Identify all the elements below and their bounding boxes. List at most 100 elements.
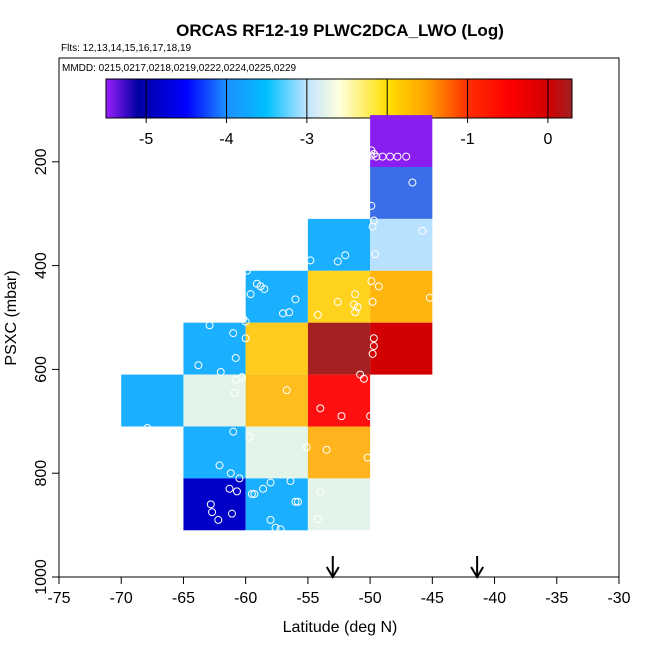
sample-point [208, 508, 217, 517]
chart-title: ORCAS RF12-19 PLWC2DCA_LWO (Log) [176, 21, 504, 40]
sample-point [425, 293, 434, 302]
heatmap-cell [245, 374, 308, 427]
colorbar-tick-label: -4 [219, 131, 233, 148]
sample-point [286, 476, 295, 485]
sample-point [366, 412, 375, 421]
sample-point [316, 404, 325, 413]
sample-point [250, 489, 259, 498]
sample-point [359, 374, 368, 383]
sample-point [225, 484, 234, 493]
sample-point [245, 432, 254, 441]
sample-point [402, 152, 411, 161]
y-tick-label: 200 [33, 148, 50, 175]
colorbar: -5-4-3-2-10 [105, 78, 573, 148]
heatmap-cells [121, 115, 433, 531]
heatmap-cell [370, 115, 433, 167]
sample-point [351, 308, 360, 317]
sample-point [368, 349, 377, 358]
sample-point [393, 152, 402, 161]
heatmap-cell [370, 166, 433, 219]
heatmap-cell [370, 270, 433, 323]
x-tick-label: -35 [545, 590, 568, 607]
sample-point [214, 515, 223, 524]
y-axis-label: PSXC (mbar) [3, 270, 20, 365]
sample-point [230, 388, 239, 397]
sample-point [231, 353, 240, 362]
sample-point [241, 334, 250, 343]
sample-point [260, 284, 269, 293]
sample-point [369, 216, 378, 225]
colorbar-bar [105, 78, 573, 119]
x-tick-label: -55 [296, 590, 319, 607]
heatmap-cell [183, 374, 246, 427]
sample-point [313, 514, 322, 523]
sample-point [242, 266, 251, 275]
sample-point [229, 329, 238, 338]
colorbar-tick-label: 0 [543, 131, 552, 148]
sample-point [247, 489, 256, 498]
sample-point [216, 367, 225, 376]
heatmap-cell [245, 478, 308, 531]
sample-point [353, 303, 362, 312]
sample-point [232, 487, 241, 496]
sample-point [285, 308, 294, 317]
sample-points [143, 146, 623, 534]
sample-point [237, 373, 246, 382]
heatmap-cell [183, 322, 246, 375]
sample-point [205, 321, 214, 330]
colorbar-tick-label: -5 [139, 131, 153, 148]
plot-frame [58, 57, 620, 578]
heatmap-cell [183, 426, 246, 479]
sample-point [227, 509, 236, 518]
sample-point [363, 151, 372, 160]
sample-point [341, 251, 350, 260]
x-tick-label: -70 [110, 590, 133, 607]
heatmap-cell [307, 478, 371, 531]
sample-point [235, 474, 244, 483]
dates-note: MMDD: 0215,0217,0218,0219,0222,0224,0225… [62, 63, 297, 74]
y-tick-label: 800 [33, 460, 50, 487]
y-axis: 200 400 600 800 1000 [33, 148, 59, 595]
x-tick-label: -40 [483, 590, 506, 607]
heatmap-cell [307, 426, 371, 479]
sample-point [259, 484, 268, 493]
sample-point [333, 257, 342, 266]
sample-point [367, 201, 376, 210]
heatmap-cell [307, 322, 371, 375]
sample-point [408, 178, 417, 187]
flights-note: Flts: 12,13,14,15,16,17,18,19 [61, 43, 192, 54]
sample-point [226, 469, 235, 478]
sample-point [215, 461, 224, 470]
arrows [325, 556, 484, 579]
sample-point [367, 277, 376, 286]
x-tick-label: -60 [234, 590, 257, 607]
y-tick-label: 600 [33, 356, 50, 383]
y-tick-label: 1000 [33, 559, 50, 595]
heatmap-cell [307, 270, 371, 323]
heatmap-cell [370, 218, 433, 271]
colorbar-tick-label: -1 [460, 131, 474, 148]
x-tick-label: -75 [47, 590, 70, 607]
sample-point [241, 317, 250, 326]
sample-point [369, 334, 378, 343]
heatmap-cell [307, 218, 371, 271]
heatmap-cell [245, 322, 308, 375]
x-tick-label: -30 [607, 590, 630, 607]
sample-point [271, 523, 280, 532]
sample-point [306, 256, 315, 265]
sample-point [351, 290, 360, 299]
sample-point [291, 497, 300, 506]
sample-point [333, 297, 342, 306]
sample-point [418, 226, 427, 235]
sample-point [279, 309, 287, 318]
x-axis: -75 -70 -65 -60 -55 -50 -45 -40 -35 -30 [47, 577, 631, 607]
sample-point [372, 152, 381, 161]
x-tick-label: -65 [172, 590, 195, 607]
sample-point [368, 297, 377, 306]
sample-point [337, 412, 346, 421]
sample-point [316, 487, 325, 496]
sample-point [374, 282, 383, 291]
sample-point [143, 424, 152, 433]
sample-point [282, 386, 291, 395]
